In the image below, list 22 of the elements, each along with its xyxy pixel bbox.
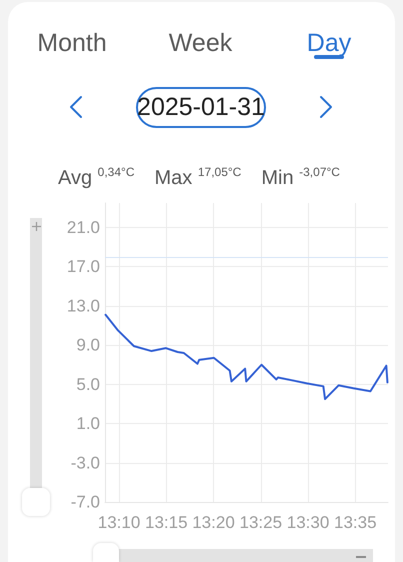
text: Avg $^{0,34°C}$: [58, 165, 134, 190]
text: Day: [306, 29, 352, 57]
y-tick-label: 13.0: [66, 296, 100, 316]
y-tick-label: 17.0: [66, 257, 100, 276]
y-tick-label: -3.0: [70, 453, 100, 472]
y-tick-label: -7.0: [70, 492, 100, 512]
x-tick-label: 13:10: [98, 513, 140, 532]
y-tick-label: 21.0: [66, 218, 100, 238]
text: Week: [168, 29, 232, 57]
x-tick-label: 13:20: [192, 513, 235, 532]
x-tick-label: 13:25: [240, 513, 282, 532]
text: Min $^{-3,07°C}$: [261, 165, 340, 190]
x-tick-label: 13:15: [144, 513, 188, 532]
text: Month: [37, 29, 107, 57]
chart-title: 2025-01-31: [137, 93, 265, 121]
text: Max $^{17,05°C}$: [154, 165, 242, 190]
x-tick-label: 13:30: [286, 513, 330, 532]
y-tick-label: 9.0: [76, 336, 100, 355]
line-series: [104, 314, 388, 400]
x-tick-label: 13:35: [334, 513, 377, 532]
y-tick-label: 5.0: [76, 374, 100, 394]
y-tick-label: 1.0: [76, 414, 100, 434]
